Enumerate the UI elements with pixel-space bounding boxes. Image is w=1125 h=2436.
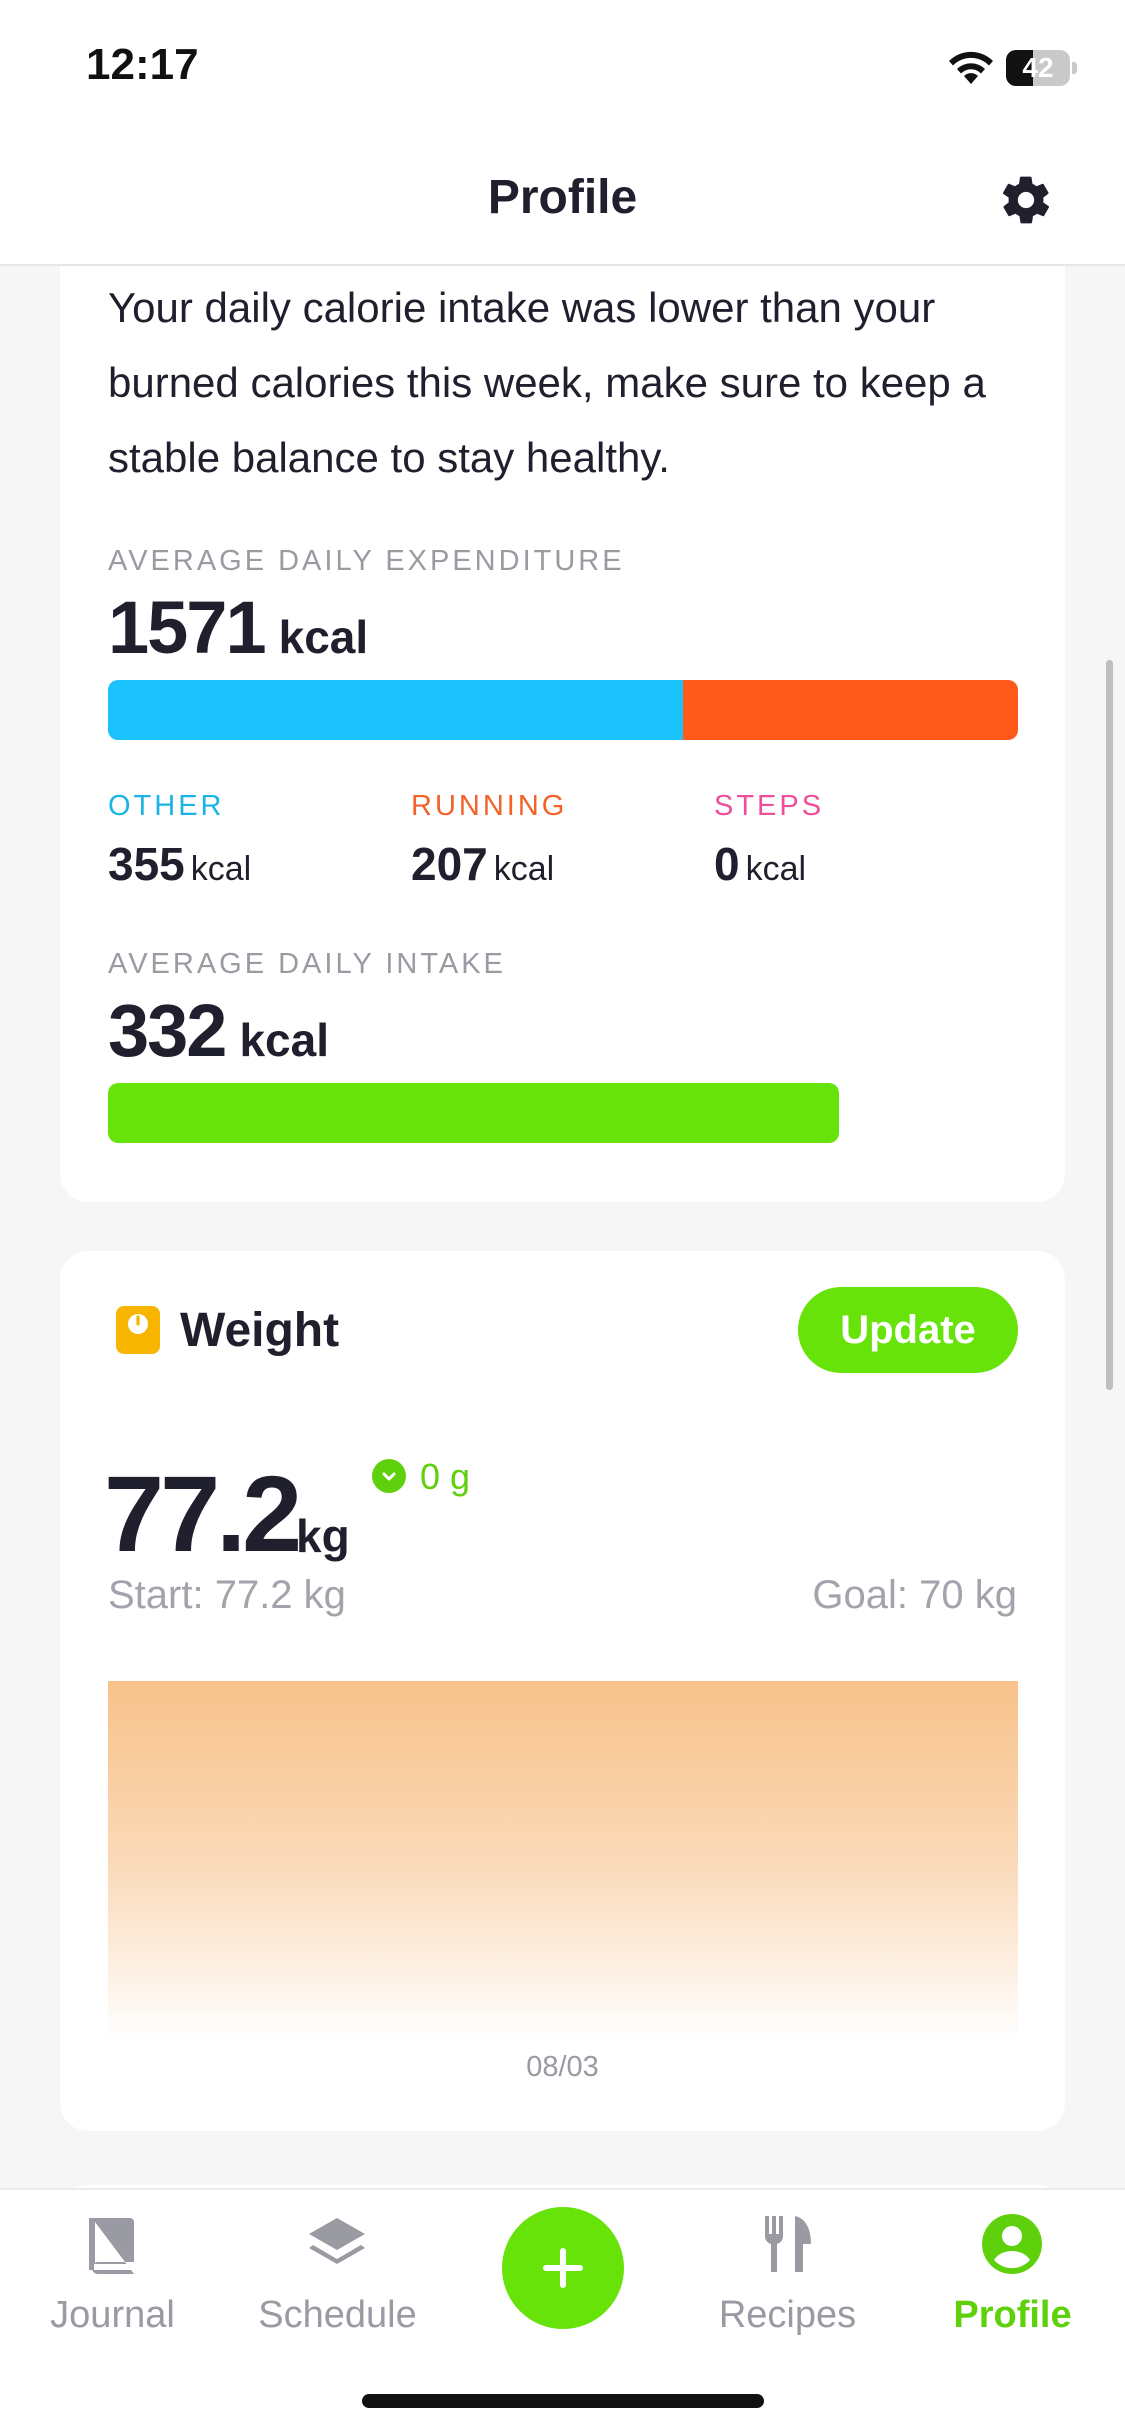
breakdown-value: 0 kcal [714, 838, 807, 890]
plus-icon [543, 2248, 583, 2288]
expenditure-breakdown: OTHER 355 kcal RUNNING 207 kcal STEPS 0 kca… [108, 790, 1018, 900]
user-circle-icon [982, 2214, 1042, 2274]
balance-message: Your daily calorie intake was lower than… [108, 284, 986, 481]
fork-knife-icon [764, 2216, 811, 2272]
breakdown-running: RUNNING 207 kcal [411, 790, 711, 891]
start-weight: Start: 77.2 kg [108, 1573, 346, 1617]
expenditure-segment-running [683, 680, 1018, 740]
tab-recipes[interactable]: Recipes [675, 2190, 900, 2380]
header: Profile [0, 140, 1125, 266]
intake-label: AVERAGE DAILY INTAKE [108, 948, 506, 980]
breakdown-value: 207 kcal [411, 838, 555, 890]
intake-bar [108, 1083, 839, 1143]
weight-title: Weight [180, 1304, 340, 1357]
page-title: Profile [487, 171, 638, 224]
expenditure-label: AVERAGE DAILY EXPENDITURE [108, 545, 625, 577]
chevron-down-icon [372, 1459, 406, 1493]
breakdown-label: STEPS [714, 790, 825, 822]
wifi-icon [949, 51, 993, 84]
calorie-balance-card: Your daily calorie intake was lower than… [60, 210, 1065, 1202]
breakdown-other: OTHER 355 kcal [108, 790, 408, 891]
add-button[interactable] [502, 2207, 624, 2329]
breakdown-steps: STEPS 0 kcal [714, 790, 1014, 891]
tab-label: Recipes [718, 2294, 857, 2336]
home-indicator [362, 2394, 764, 2408]
breakdown-label: RUNNING [411, 790, 568, 822]
gear-icon[interactable] [998, 172, 1054, 228]
weight-value: 77.2 [104, 1453, 302, 1574]
battery-percentage: 42 [1022, 52, 1054, 83]
intake-bar-track [108, 1083, 1018, 1143]
scrollbar[interactable] [1106, 660, 1113, 1390]
chart-date-label: 08/03 [526, 2051, 599, 2083]
layers-icon [309, 2218, 365, 2264]
goal-weight: Goal: 70 kg [812, 1573, 1017, 1617]
weight-change: 0 g [420, 1456, 471, 1497]
weight-card: Weight Update 77.2 kg 0 g Start: 77.2 kg… [60, 1251, 1065, 2131]
tab-label: Schedule [258, 2294, 417, 2336]
scale-icon [116, 1306, 160, 1354]
weight-chart-area [108, 1681, 1018, 2041]
expenditure-bar [108, 680, 1018, 740]
expenditure-segment-other [108, 680, 684, 740]
tab-label: Profile [953, 2294, 1072, 2336]
tab-schedule[interactable]: Schedule [225, 2190, 450, 2380]
book-icon [89, 2218, 134, 2274]
update-weight-button[interactable]: Update [798, 1287, 1018, 1373]
status-bar: 12:17 42 [0, 0, 1125, 140]
battery-fill [1006, 50, 1033, 86]
weight-unit: kg [296, 1510, 350, 1562]
expenditure-value: 1571 kcal [108, 586, 369, 669]
intake-value: 332 kcal [108, 989, 329, 1072]
tab-journal[interactable]: Journal [0, 2190, 225, 2380]
tab-profile[interactable]: Profile [900, 2190, 1125, 2380]
tab-label: Journal [50, 2294, 175, 2336]
battery-icon: 42 [1006, 50, 1077, 86]
breakdown-label: OTHER [108, 790, 225, 822]
status-time: 12:17 [86, 40, 199, 89]
breakdown-value: 355 kcal [108, 838, 252, 890]
